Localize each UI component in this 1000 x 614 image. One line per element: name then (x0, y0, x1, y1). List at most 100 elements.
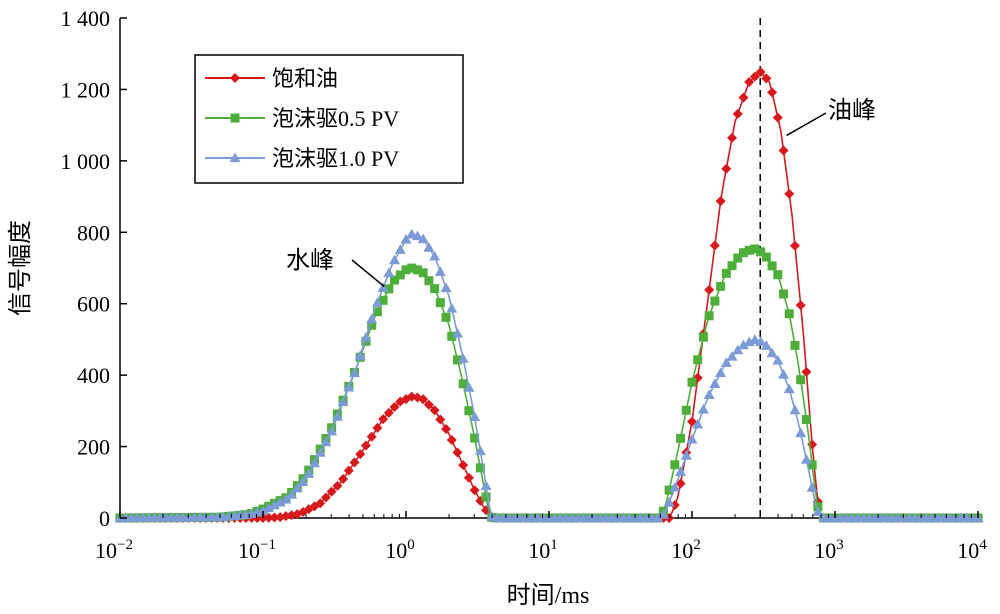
data-point (367, 320, 377, 330)
series-3 (114, 228, 984, 523)
data-point (400, 233, 412, 244)
series-2 (115, 244, 983, 523)
data-point (755, 336, 767, 346)
data-point (280, 493, 292, 504)
data-point (384, 284, 394, 294)
data-point (755, 67, 766, 78)
data-point (697, 403, 709, 414)
data-point (360, 440, 371, 451)
data-point (766, 347, 778, 358)
data-point (446, 435, 457, 446)
data-point (417, 233, 429, 244)
x-tick-label: 102 (671, 537, 701, 563)
data-point (681, 405, 691, 415)
data-point (721, 268, 731, 278)
data-point (257, 505, 269, 515)
data-point (675, 466, 687, 476)
data-point (738, 92, 749, 103)
data-point (429, 405, 440, 416)
data-point (732, 108, 743, 119)
data-point (801, 414, 811, 424)
data-point (412, 265, 422, 275)
data-point (784, 188, 795, 199)
data-point (268, 499, 280, 510)
data-point (686, 433, 698, 444)
data-point (366, 313, 378, 324)
data-point (434, 266, 446, 276)
data-point (801, 366, 812, 377)
data-point (314, 447, 326, 457)
y-axis-ticks: 0 200 400 600 800 1 000 1 200 1 400 (61, 6, 127, 531)
data-point (737, 339, 749, 350)
data-point (669, 481, 681, 492)
data-point (303, 468, 315, 478)
y-tick-label: 400 (77, 363, 110, 388)
data-point (704, 284, 715, 295)
data-point (767, 87, 778, 98)
data-point (315, 498, 326, 509)
data-point (789, 240, 800, 251)
data-point (807, 460, 817, 470)
data-point (772, 112, 783, 123)
data-point (326, 486, 337, 497)
data-point (779, 289, 789, 299)
y-tick-label: 1 200 (61, 77, 111, 102)
x-tick-label: 10−2 (95, 537, 133, 563)
data-point (704, 311, 714, 321)
data-point (269, 512, 280, 523)
annotation-water-leader (351, 259, 385, 288)
y-tick-label: 1 400 (61, 6, 111, 31)
data-point (806, 482, 818, 492)
data-point (795, 427, 807, 438)
data-point (800, 453, 812, 464)
data-point (280, 511, 291, 522)
data-point (463, 472, 474, 483)
data-point (761, 73, 772, 84)
data-point (698, 332, 708, 342)
data-point (732, 344, 744, 355)
data-point (687, 416, 697, 427)
data-point (308, 457, 320, 468)
data-point (360, 331, 372, 342)
data-point (795, 300, 806, 311)
data-point (349, 367, 361, 377)
legend-marker (230, 113, 240, 123)
data-point (338, 473, 349, 484)
data-point (709, 240, 720, 251)
data-point (481, 492, 491, 502)
data-point (727, 132, 738, 143)
data-point (469, 485, 480, 496)
data-point (760, 340, 772, 350)
data-point (744, 245, 754, 255)
legend-label: 泡沫驱0.5 PV (272, 106, 399, 131)
data-point (418, 268, 428, 278)
data-point (693, 355, 703, 365)
data-point (715, 196, 726, 207)
data-point (784, 309, 794, 319)
data-point (812, 506, 824, 516)
data-point (451, 328, 463, 338)
data-point (464, 406, 474, 416)
x-tick-label: 10−1 (238, 537, 276, 563)
annotation-oil-leader (786, 112, 827, 137)
annotations: 水峰 油峰 (286, 97, 876, 288)
data-point (469, 411, 481, 422)
data-point (418, 394, 429, 405)
data-point (372, 422, 383, 433)
data-point (452, 355, 462, 365)
data-point (452, 447, 463, 458)
data-point (663, 496, 675, 507)
data-point (326, 425, 338, 436)
data-point (401, 265, 411, 275)
y-tick-label: 800 (77, 220, 110, 245)
data-point (331, 411, 343, 421)
data-point (727, 261, 737, 271)
x-tick-label: 100 (385, 537, 415, 563)
data-point (772, 354, 784, 365)
data-point (371, 297, 383, 307)
data-point (474, 445, 486, 456)
data-point (389, 401, 400, 412)
data-point (378, 295, 388, 305)
data-point (773, 270, 783, 280)
